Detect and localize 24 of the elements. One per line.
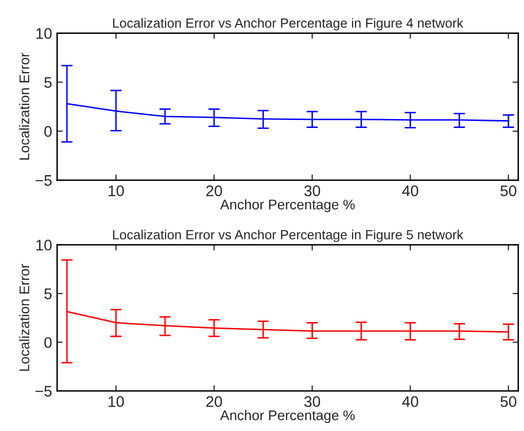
y-tick-label: 0	[44, 126, 52, 137]
y-tick-label: 5	[44, 288, 52, 300]
x-tick-label: 10	[108, 396, 124, 407]
x-tick-label: 50	[500, 185, 516, 196]
y-tick-label: 10	[36, 28, 52, 39]
x-tick-label: 40	[402, 185, 418, 196]
x-tick-label: 20	[206, 396, 222, 407]
y-tick-label: 5	[44, 77, 52, 88]
x-tick-label: 30	[304, 185, 320, 196]
x-tick-label: 40	[402, 396, 418, 407]
chart-title: Localization Error vs Anchor Percentage in Figure 4 network	[113, 18, 464, 30]
y-axis-title: Localization Error	[19, 52, 30, 160]
x-tick-label: 10	[108, 185, 124, 196]
y-tick-label: −5	[36, 175, 52, 186]
x-axis-title: Anchor Percentage %	[220, 199, 355, 212]
y-tick-label: −5	[36, 386, 52, 397]
x-axis-title: Anchor Percentage %	[220, 410, 355, 423]
y-tick-label: 10	[36, 240, 52, 250]
x-tick-label: 20	[206, 185, 222, 196]
y-axis-title: Localization Error	[19, 264, 30, 371]
y-tick-label: 0	[44, 337, 52, 348]
x-tick-label: 30	[304, 396, 320, 407]
x-tick-label: 50	[500, 396, 516, 407]
chart-title: Localization Error vs Anchor Percentage in Figure 5 network	[113, 230, 464, 242]
